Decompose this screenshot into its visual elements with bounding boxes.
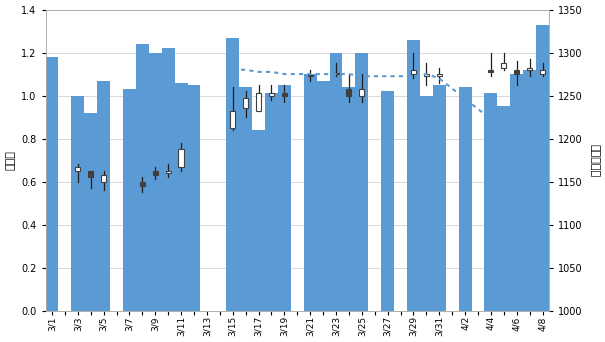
Bar — [342, 87, 355, 311]
Bar — [540, 70, 545, 74]
Bar — [226, 38, 239, 311]
Y-axis label: 主要株指数: 主要株指数 — [589, 144, 600, 177]
Bar — [316, 80, 330, 311]
Bar — [149, 53, 162, 311]
Bar — [97, 80, 110, 311]
Bar — [527, 68, 532, 70]
Bar — [355, 53, 368, 311]
Bar — [239, 87, 252, 311]
Bar — [381, 91, 394, 311]
Bar — [188, 85, 200, 311]
Bar — [101, 175, 106, 182]
Bar — [424, 74, 429, 76]
Bar — [269, 93, 274, 95]
Bar — [407, 40, 420, 311]
Bar — [307, 75, 313, 76]
Bar — [437, 74, 442, 76]
Bar — [178, 149, 184, 167]
Bar — [510, 74, 523, 311]
Bar — [359, 89, 364, 95]
Bar — [162, 48, 175, 311]
Bar — [536, 25, 549, 311]
Bar — [252, 130, 265, 311]
Bar — [123, 89, 136, 311]
Bar — [278, 85, 291, 311]
Bar — [265, 93, 278, 311]
Bar — [256, 93, 261, 110]
Bar — [75, 167, 80, 171]
Bar — [501, 63, 506, 68]
Bar — [166, 171, 171, 173]
Bar — [420, 95, 433, 311]
Bar — [243, 98, 248, 108]
Bar — [497, 106, 510, 311]
Bar — [433, 85, 446, 311]
Bar — [304, 74, 316, 311]
Bar — [175, 83, 188, 311]
Y-axis label: 出来高: 出来高 — [5, 150, 16, 170]
Bar — [140, 182, 145, 186]
Bar — [71, 95, 84, 311]
Bar — [523, 70, 536, 311]
Bar — [136, 44, 149, 311]
Bar — [459, 87, 471, 311]
Bar — [88, 171, 93, 177]
Bar — [346, 89, 352, 95]
Bar — [152, 171, 158, 175]
Bar — [282, 93, 287, 95]
Bar — [488, 70, 494, 72]
Bar — [333, 73, 339, 74]
Bar — [411, 70, 416, 74]
Bar — [330, 53, 342, 311]
Bar — [45, 57, 59, 311]
Bar — [514, 70, 519, 74]
Bar — [485, 93, 497, 311]
Bar — [84, 113, 97, 311]
Bar — [230, 110, 235, 128]
